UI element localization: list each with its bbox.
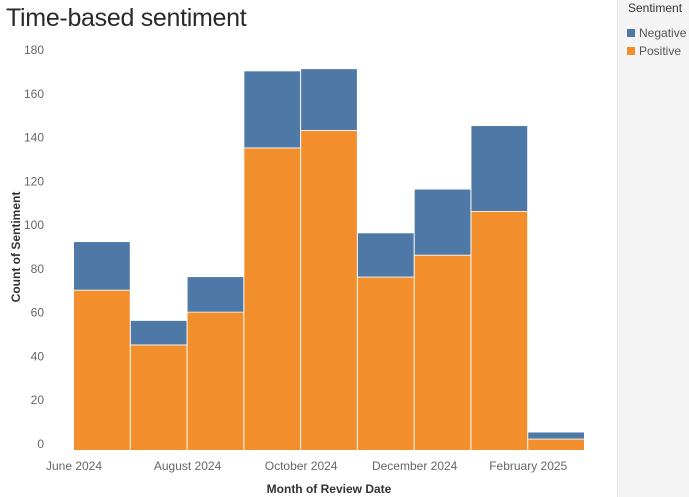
- x-tick-label-2: October 2024: [265, 459, 338, 473]
- bar-negative-8[interactable]: [528, 432, 584, 440]
- x-axis-title: Month of Review Date: [267, 482, 392, 496]
- y-tick-label-80: 80: [31, 262, 45, 276]
- legend-label-negative: Negative: [639, 26, 687, 40]
- bar-positive-3[interactable]: [244, 147, 301, 450]
- legend-panel: Sentiment Negative Positive: [617, 0, 689, 497]
- y-axis-title: Count of Sentiment: [9, 192, 23, 303]
- bar-positive-2[interactable]: [187, 312, 244, 450]
- bar-positive-1[interactable]: [130, 344, 187, 450]
- bar-positive-4[interactable]: [301, 130, 357, 450]
- bar-negative-3[interactable]: [244, 71, 301, 148]
- y-tick-label-40: 40: [31, 349, 45, 363]
- y-tick-label-140: 140: [24, 131, 44, 145]
- bar-negative-0[interactable]: [74, 242, 130, 291]
- bar-negative-2[interactable]: [187, 277, 244, 313]
- bar-negative-5[interactable]: [357, 233, 414, 278]
- bar-negative-1[interactable]: [130, 320, 187, 345]
- x-tick-label-3: December 2024: [372, 459, 458, 473]
- legend-title: Sentiment: [628, 1, 683, 15]
- legend-swatch-negative: [627, 29, 635, 37]
- x-tick-label-4: February 2025: [489, 459, 567, 473]
- legend-item-positive[interactable]: Positive: [627, 44, 681, 58]
- legend-swatch-positive: [627, 47, 635, 55]
- bar-positive-7[interactable]: [471, 211, 528, 450]
- bar-negative-4[interactable]: [301, 69, 357, 131]
- bar-positive-5[interactable]: [357, 277, 414, 450]
- y-tick-label-120: 120: [24, 174, 44, 188]
- x-tick-label-1: August 2024: [154, 459, 222, 473]
- bar-positive-6[interactable]: [414, 255, 471, 450]
- y-tick-label-20: 20: [31, 393, 45, 407]
- legend-item-negative[interactable]: Negative: [627, 26, 686, 40]
- legend-label-positive: Positive: [639, 44, 682, 58]
- bar-negative-6[interactable]: [414, 189, 471, 256]
- chart-title: Time-based sentiment: [6, 4, 247, 32]
- x-tick-label-0: June 2024: [46, 459, 102, 473]
- x-axis: June 2024 August 2024 October 2024 December…: [46, 459, 568, 473]
- bar-positive-0[interactable]: [74, 290, 130, 450]
- y-axis: 0 20 40 60 80 100 120 140 160 180: [24, 43, 44, 451]
- y-tick-label-180: 180: [24, 43, 44, 57]
- y-tick-label-60: 60: [31, 306, 45, 320]
- bar-positive-8[interactable]: [528, 439, 584, 450]
- bar-negative-7[interactable]: [471, 126, 528, 212]
- bars-group: [74, 69, 584, 450]
- y-tick-label-0: 0: [37, 437, 44, 451]
- chart-area: 0 20 40 60 80 100 120 140 160 180 June 2024 August…: [9, 43, 584, 496]
- y-tick-label-160: 160: [24, 87, 44, 101]
- y-tick-label-100: 100: [24, 218, 44, 232]
